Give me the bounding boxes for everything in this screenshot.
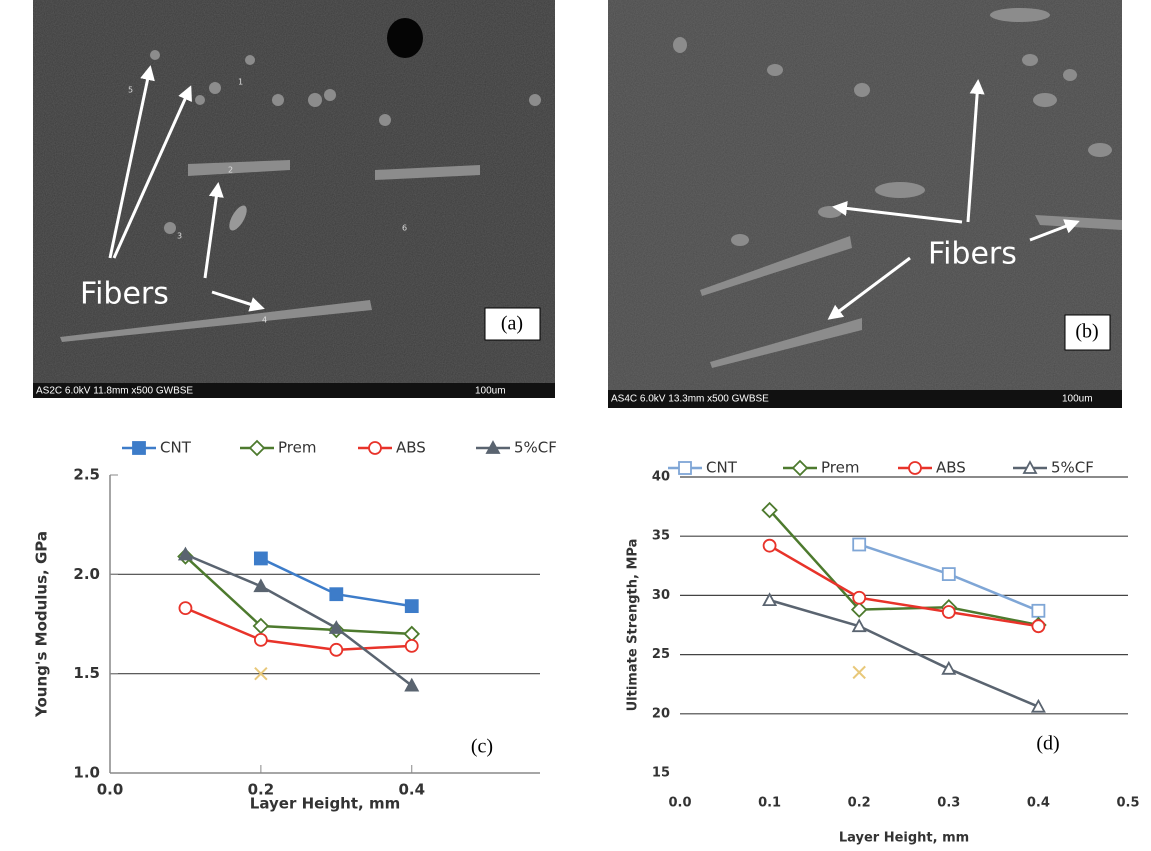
y-tick-label: 15 (652, 766, 670, 781)
fibers-annotation: Fibers (80, 277, 169, 312)
legend-marker (793, 461, 807, 475)
series-line (770, 546, 1039, 627)
legend-label: CNT (160, 439, 192, 457)
scale-label: 100um (475, 386, 506, 397)
x-tick-label: 0.0 (668, 796, 691, 811)
y-tick-label: 20 (652, 706, 670, 721)
x-axis-label: Layer Height, mm (250, 795, 400, 813)
x-tick-label: 0.3 (937, 796, 960, 811)
legend-marker (250, 441, 264, 455)
particle-number: 1 (238, 78, 243, 87)
image-caption: AS4C 6.0kV 13.3mm x500 GWBSE (611, 394, 769, 405)
x-tick-label: 0.1 (758, 796, 781, 811)
point (943, 606, 955, 618)
x-tick-label: 0.4 (1027, 796, 1050, 811)
x-tick-label: 0.2 (848, 796, 871, 811)
point (406, 600, 418, 612)
particle-number: 5 (128, 86, 133, 95)
scale-label: 100um (1062, 394, 1093, 405)
point (405, 627, 419, 641)
chart: 15 20 25 30 35 40 0.0 0.1 0.2 0.3 0.4 0.5 Layer Heig… (626, 459, 1140, 846)
point (764, 540, 776, 552)
point (1032, 620, 1044, 632)
figure: Fibers 1 2 3 4 5 6 (a) AS2C 6.0kV 11.8mm… (0, 0, 1151, 851)
point (1032, 605, 1044, 617)
y-tick-label: 25 (652, 647, 670, 662)
image-caption: AS2C 6.0kV 11.8mm x500 GWBSE (36, 386, 193, 397)
point (330, 588, 342, 600)
legend-label: ABS (396, 439, 426, 457)
panel-label: (d) (1036, 733, 1059, 755)
particle-number: 2 (228, 166, 233, 175)
legend-label: ABS (936, 459, 966, 477)
legend-label: Prem (821, 459, 859, 477)
fibers-annotation: Fibers (928, 237, 1017, 272)
point (255, 634, 267, 646)
particle-number: 4 (262, 316, 267, 325)
y-axis-label: Ultimate Strength, MPa (626, 539, 641, 712)
panel-label: (b) (1075, 321, 1098, 343)
panel-label: (c) (471, 736, 493, 758)
point (943, 663, 955, 674)
sem-image-b: Fibers (b) AS4C 6.0kV 13.3mm x500 GWBSE … (608, 0, 1122, 408)
particle-number: 3 (177, 232, 182, 241)
y-axis-label: Young's Modulus, GPa (33, 531, 51, 718)
y-tick-label: 35 (652, 529, 670, 544)
x-tick-label: 0.0 (97, 781, 124, 799)
legend-marker (679, 462, 691, 474)
legend-marker (369, 442, 381, 454)
series-line (770, 510, 1039, 625)
legend-label: CNT (706, 459, 738, 477)
sem-image-a: Fibers 1 2 3 4 5 6 (a) AS2C 6.0kV 11.8mm… (33, 0, 555, 398)
point (255, 552, 267, 564)
y-tick-label: 1.0 (73, 764, 100, 782)
point (853, 592, 865, 604)
panel-label: (a) (501, 313, 523, 335)
extra-point (853, 666, 865, 678)
y-tick-label: 2.5 (73, 466, 100, 484)
legend-marker (133, 442, 145, 454)
point (853, 538, 865, 550)
point (179, 602, 191, 614)
point (943, 568, 955, 580)
legend-label: Prem (278, 439, 316, 457)
point (406, 640, 418, 652)
y-tick-label: 30 (652, 588, 670, 603)
point (330, 644, 342, 656)
legend-marker (909, 462, 921, 474)
x-axis-label: Layer Height, mm (839, 831, 969, 846)
y-tick-label: 40 (652, 470, 670, 485)
legend-label: 5%CF (514, 439, 557, 457)
x-tick-label: 0.5 (1116, 796, 1139, 811)
particle-number: 6 (402, 224, 407, 233)
legend-label: 5%CF (1051, 459, 1094, 477)
x-tick-label: 0.4 (398, 781, 425, 799)
y-tick-label: 2.0 (73, 565, 100, 583)
y-tick-label: 1.5 (73, 664, 100, 682)
